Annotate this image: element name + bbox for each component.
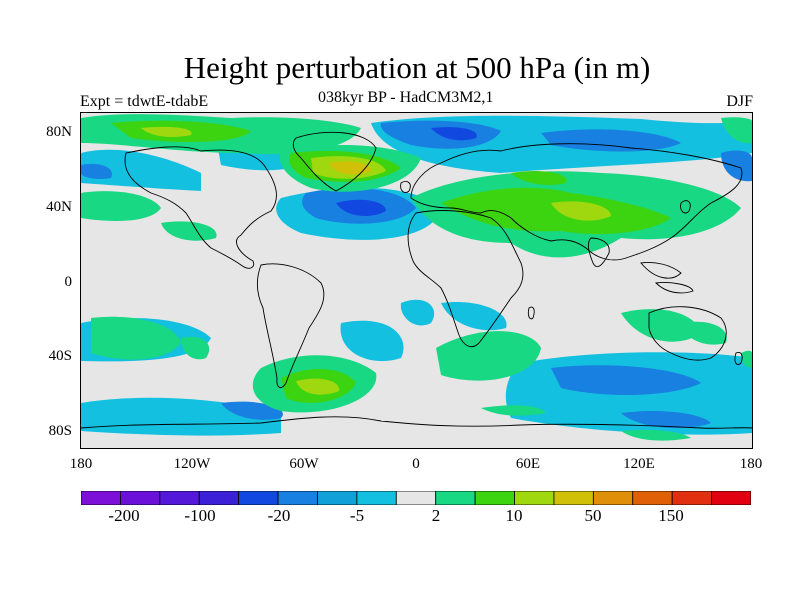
- colorbar: [81, 491, 751, 505]
- lon-label-120w: 120W: [173, 456, 211, 472]
- lat-label-80s: 80S: [48, 423, 72, 439]
- lat-label-40s: 40S: [48, 348, 72, 364]
- colorbar-label: 150: [658, 506, 684, 525]
- colorbar-label: -20: [267, 506, 291, 525]
- colorbar-swatch: [711, 491, 751, 505]
- lon-label-60w: 60W: [289, 456, 319, 472]
- lat-label-80n: 80N: [46, 124, 72, 140]
- map-title: Height perturbation at 500 hPa (in m): [183, 50, 651, 85]
- colorbar-label: -5: [349, 506, 365, 525]
- colorbar-swatch: [474, 491, 515, 505]
- lon-label-60e: 60E: [515, 456, 541, 472]
- colorbar-swatch: [159, 491, 200, 505]
- colorbar-swatch: [514, 491, 555, 505]
- colorbar-swatch: [592, 491, 634, 505]
- colorbar-swatch: [632, 491, 673, 505]
- colorbar-swatch: [81, 491, 121, 505]
- height-perturbation-map: [81, 114, 752, 441]
- season-label: DJF: [726, 93, 753, 110]
- colorbar-label: -200: [108, 506, 140, 525]
- colorbar-label: 50: [584, 506, 602, 525]
- lon-label-0: 0: [412, 456, 420, 472]
- colorbar-label: -100: [184, 506, 216, 525]
- experiment-label: Expt = tdwtE-tdabE: [80, 93, 209, 110]
- colorbar-swatch: [238, 491, 279, 505]
- lat-label-40n: 40N: [46, 199, 72, 215]
- contour-fill-minus100: [336, 127, 477, 216]
- colorbar-swatch: [356, 491, 397, 505]
- colorbar-swatch: [198, 491, 240, 505]
- colorbar-swatch: [277, 491, 318, 505]
- colorbar-swatch: [120, 491, 161, 505]
- map-subtitle: 038kyr BP - HadCM3M2,1: [318, 89, 494, 106]
- lon-label-180e: 180: [739, 456, 763, 472]
- contour-fill-minus20: [81, 120, 752, 429]
- colorbar-swatch: [553, 491, 594, 505]
- colorbar-label: 10: [505, 506, 523, 525]
- colorbar-swatch: [671, 491, 712, 505]
- map-plot-area: [80, 112, 753, 449]
- contour-fill-high: [329, 161, 371, 175]
- colorbar-label: 2: [431, 506, 441, 525]
- lat-label-0: 0: [64, 274, 73, 290]
- coastlines: [81, 131, 752, 429]
- colorbar-swatch: [435, 491, 476, 505]
- colorbar-swatch: [317, 491, 358, 505]
- lon-label-180w: 180: [69, 456, 93, 472]
- lon-label-120e: 120E: [623, 456, 655, 472]
- colorbar-swatch: [395, 491, 437, 505]
